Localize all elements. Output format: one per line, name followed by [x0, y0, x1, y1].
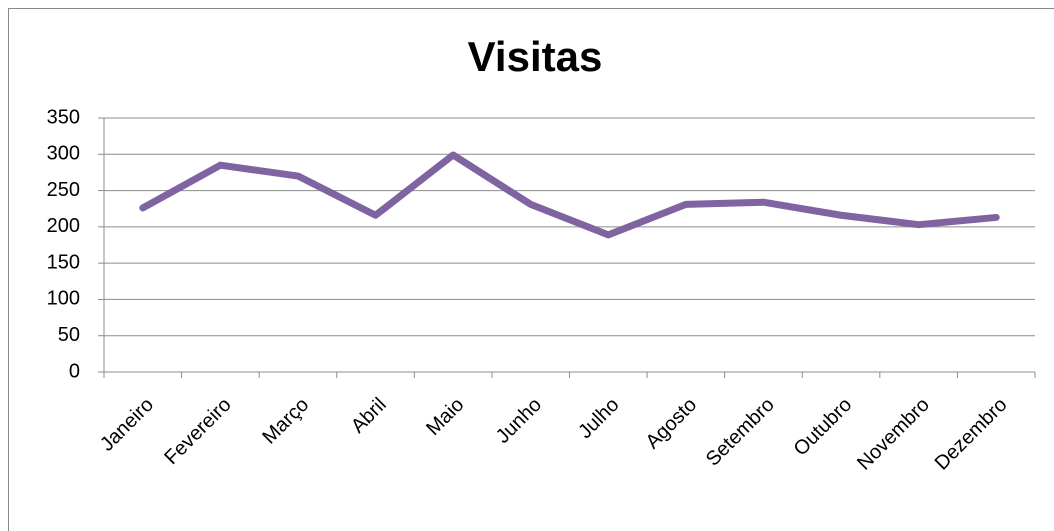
data-line	[139, 151, 1000, 239]
y-tick-label: 300	[47, 143, 80, 165]
chart-title: Visitas	[468, 33, 603, 80]
y-tick-label: 100	[47, 288, 80, 310]
y-tick-label: 150	[47, 251, 80, 273]
y-tick-label: 350	[47, 106, 80, 128]
y-tick-label: 200	[47, 215, 80, 237]
y-tick-label: 0	[69, 360, 80, 382]
y-tick-label: 50	[58, 324, 80, 346]
chart-frame	[8, 8, 1054, 531]
y-tick-label: 250	[47, 179, 80, 201]
